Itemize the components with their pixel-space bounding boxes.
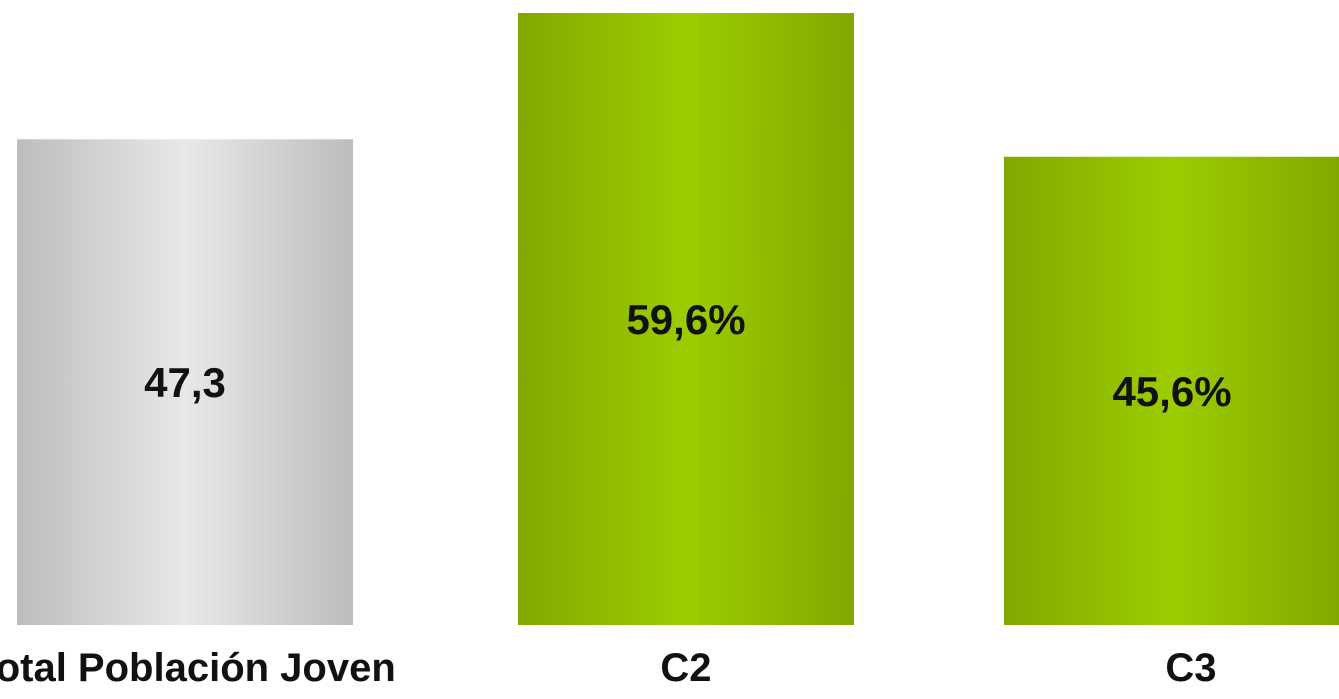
data-label-2: 59,6% xyxy=(626,296,745,343)
category-label-3: C3 xyxy=(1165,646,1216,690)
category-labels-group: Total Población Joven C2 C3 xyxy=(0,646,1217,690)
bar-1 xyxy=(17,139,353,626)
bars-group xyxy=(17,13,1339,626)
bar-3 xyxy=(1004,156,1339,625)
category-label-1: Total Población Joven xyxy=(0,646,396,690)
bar-2 xyxy=(518,13,854,625)
data-label-1: 47,3 xyxy=(144,359,226,406)
data-label-3: 45,6% xyxy=(1112,368,1231,415)
data-labels-group: 47,3 59,6% 45,6% xyxy=(144,296,1231,415)
category-label-2: C2 xyxy=(660,646,711,690)
